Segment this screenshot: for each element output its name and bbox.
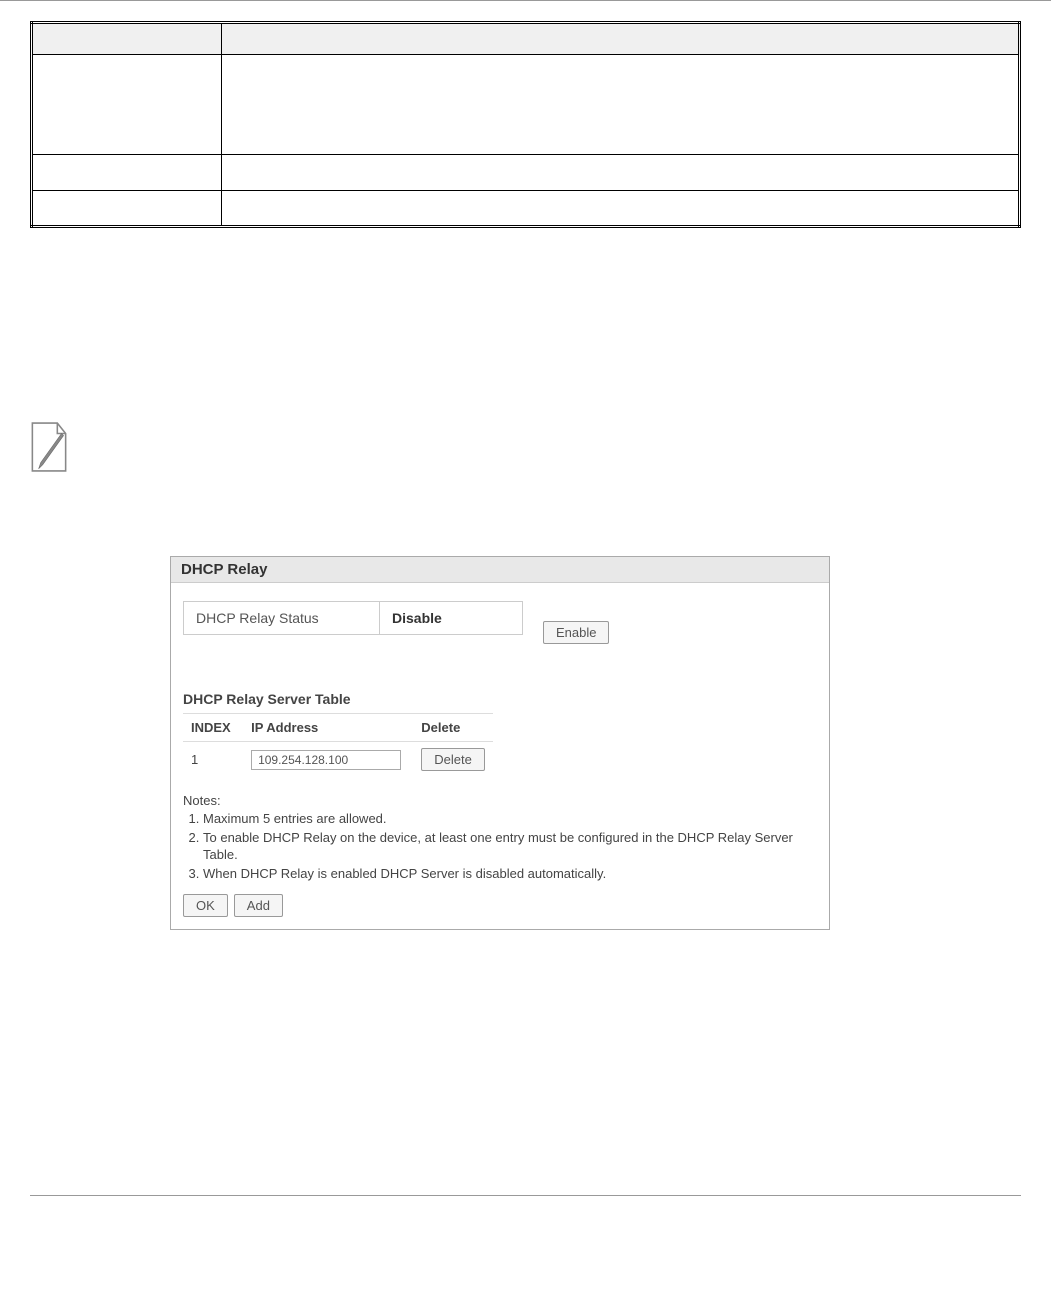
note-item: When DHCP Relay is enabled DHCP Server i… — [203, 865, 817, 883]
note-item: Maximum 5 entries are allowed. — [203, 810, 817, 828]
server-table-heading: DHCP Relay Server Table — [183, 691, 817, 707]
table-row — [32, 191, 1020, 227]
delete-button[interactable]: Delete — [421, 748, 485, 771]
dhcp-relay-server-table: INDEX IP Address Delete 1 Delete — [183, 713, 493, 777]
parameter-table — [30, 21, 1021, 228]
table-cell-left — [32, 191, 222, 227]
server-table-row: 1 Delete — [183, 742, 493, 778]
ip-address-input[interactable] — [251, 750, 401, 770]
page-footer-rule — [30, 1195, 1021, 1196]
dhcp-relay-panel: DHCP Relay DHCP Relay Status Disable Ena… — [170, 556, 830, 930]
enable-button[interactable]: Enable — [543, 621, 609, 644]
status-value: Disable — [380, 602, 522, 634]
add-button[interactable]: Add — [234, 894, 283, 917]
table-header-left — [32, 23, 222, 55]
table-cell-left — [32, 55, 222, 155]
col-index-header: INDEX — [183, 714, 243, 742]
table-cell-right — [222, 55, 1020, 155]
table-cell-left — [32, 155, 222, 191]
dhcp-relay-status-row: DHCP Relay Status Disable — [183, 601, 523, 635]
status-label: DHCP Relay Status — [184, 602, 380, 634]
row-index: 1 — [183, 742, 243, 778]
col-delete-header: Delete — [413, 714, 493, 742]
table-row — [32, 155, 1020, 191]
table-cell-right — [222, 155, 1020, 191]
notes-label: Notes: — [183, 793, 817, 808]
note-icon — [28, 421, 70, 473]
table-row — [32, 55, 1020, 155]
panel-title: DHCP Relay — [171, 557, 829, 583]
col-ip-header: IP Address — [243, 714, 413, 742]
table-header-right — [222, 23, 1020, 55]
note-item: To enable DHCP Relay on the device, at l… — [203, 829, 817, 864]
notes-list: Maximum 5 entries are allowed. To enable… — [203, 810, 817, 882]
ok-button[interactable]: OK — [183, 894, 228, 917]
table-cell-right — [222, 191, 1020, 227]
